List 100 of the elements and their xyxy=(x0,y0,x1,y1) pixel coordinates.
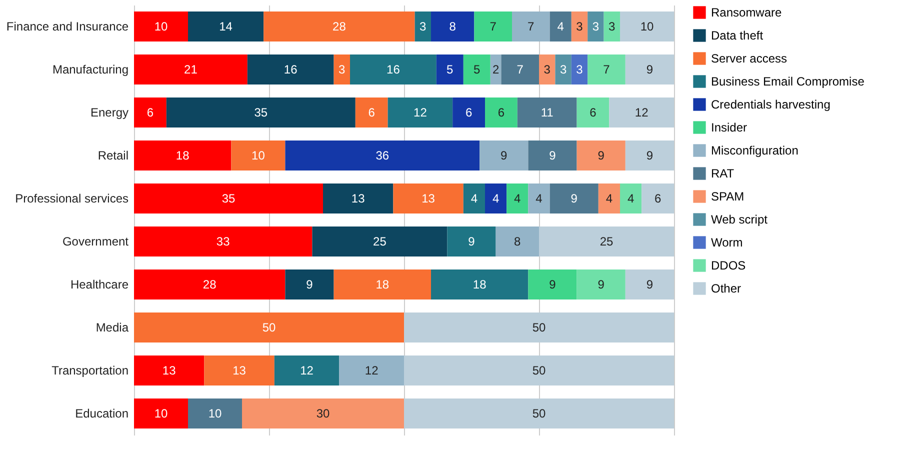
data-label: 3 xyxy=(338,62,346,76)
bar xyxy=(576,269,626,300)
data-label: 8 xyxy=(514,234,522,248)
bar xyxy=(166,97,356,128)
data-label: 3 xyxy=(592,20,600,34)
bar xyxy=(134,312,404,343)
y-tick-label: Healthcare xyxy=(70,278,129,292)
data-label: 5 xyxy=(446,62,454,76)
data-label: 6 xyxy=(654,192,662,206)
data-label: 6 xyxy=(368,106,376,120)
data-label: 50 xyxy=(532,406,546,420)
data-label: 6 xyxy=(498,106,505,120)
bar xyxy=(334,269,431,300)
data-label: 8 xyxy=(449,20,456,34)
bar xyxy=(625,140,674,171)
bar xyxy=(539,54,556,85)
bar xyxy=(501,54,539,85)
legend-label: Worm xyxy=(711,236,743,250)
data-label: 35 xyxy=(222,192,236,206)
bar xyxy=(463,183,485,214)
data-label: 18 xyxy=(376,278,390,292)
data-label: 3 xyxy=(544,62,551,76)
bar xyxy=(350,54,436,85)
bar xyxy=(188,398,242,429)
data-label: 16 xyxy=(386,62,400,76)
bar xyxy=(431,269,528,300)
data-label: 12 xyxy=(364,364,379,378)
data-label: 3 xyxy=(560,62,567,76)
data-label: 9 xyxy=(598,278,605,292)
bar xyxy=(588,11,604,42)
data-label: 16 xyxy=(284,62,298,76)
bar xyxy=(625,54,674,85)
data-label: 13 xyxy=(351,192,366,206)
data-label: 5 xyxy=(474,62,481,76)
data-label: 3 xyxy=(576,62,584,76)
y-tick-label: Retail xyxy=(98,148,128,162)
data-label: 4 xyxy=(492,192,500,206)
legend-label: Web script xyxy=(711,212,768,226)
bar xyxy=(571,11,588,42)
data-label: 14 xyxy=(219,20,233,34)
y-tick-label: Media xyxy=(96,320,129,334)
bar xyxy=(188,11,264,42)
bar xyxy=(242,398,404,429)
data-label: 30 xyxy=(316,406,330,420)
bar xyxy=(436,54,464,85)
bar xyxy=(620,11,674,42)
legend-label: Server access xyxy=(711,52,788,66)
bar xyxy=(571,54,588,85)
data-label: 9 xyxy=(646,62,654,76)
data-label: 12 xyxy=(634,106,649,120)
legend-label: Ransomware xyxy=(711,6,782,20)
bar xyxy=(134,269,286,300)
data-label: 6 xyxy=(146,106,154,120)
y-tick-label: Transportation xyxy=(52,364,128,378)
bar xyxy=(604,11,620,42)
legend-label: SPAM xyxy=(711,190,744,204)
bar xyxy=(539,226,674,257)
data-label: 10 xyxy=(640,20,654,34)
bar xyxy=(474,11,512,42)
legend-label: RAT xyxy=(711,166,735,180)
data-label: 18 xyxy=(176,148,190,162)
legend-label: Credentials harvesting xyxy=(711,98,830,112)
data-label: 35 xyxy=(254,106,268,120)
data-label: 36 xyxy=(376,148,390,162)
data-label: 4 xyxy=(557,20,564,34)
bar xyxy=(625,269,674,300)
bar xyxy=(134,183,323,214)
bar xyxy=(404,355,674,386)
bar xyxy=(447,226,496,257)
bar xyxy=(485,97,518,128)
bar xyxy=(404,312,674,343)
bar xyxy=(247,54,334,85)
data-label: 12 xyxy=(300,364,314,378)
data-label: 9 xyxy=(646,148,654,162)
data-label: 7 xyxy=(528,20,535,34)
data-label: 50 xyxy=(262,320,276,334)
data-label: 28 xyxy=(202,278,217,292)
data-label: 7 xyxy=(490,20,497,34)
data-label: 6 xyxy=(465,106,472,120)
bar xyxy=(528,183,550,214)
bar xyxy=(274,355,340,386)
y-tick-label: Professional services xyxy=(15,192,128,206)
bar xyxy=(598,183,620,214)
data-label: 10 xyxy=(208,406,222,420)
bar xyxy=(512,11,550,42)
data-label: 4 xyxy=(606,192,613,206)
y-tick-label: Energy xyxy=(90,106,128,120)
bar xyxy=(576,140,626,171)
legend-label: DDOS xyxy=(711,258,746,272)
data-label: 12 xyxy=(414,106,428,120)
bar xyxy=(620,183,642,214)
data-label: 25 xyxy=(373,234,387,248)
data-label: 33 xyxy=(216,234,230,248)
data-label: 4 xyxy=(536,192,543,206)
bar xyxy=(609,97,674,128)
data-label: 4 xyxy=(627,192,634,206)
bar xyxy=(431,11,474,42)
data-label: 10 xyxy=(252,148,266,162)
bar xyxy=(312,226,448,257)
data-label: 6 xyxy=(590,106,597,120)
